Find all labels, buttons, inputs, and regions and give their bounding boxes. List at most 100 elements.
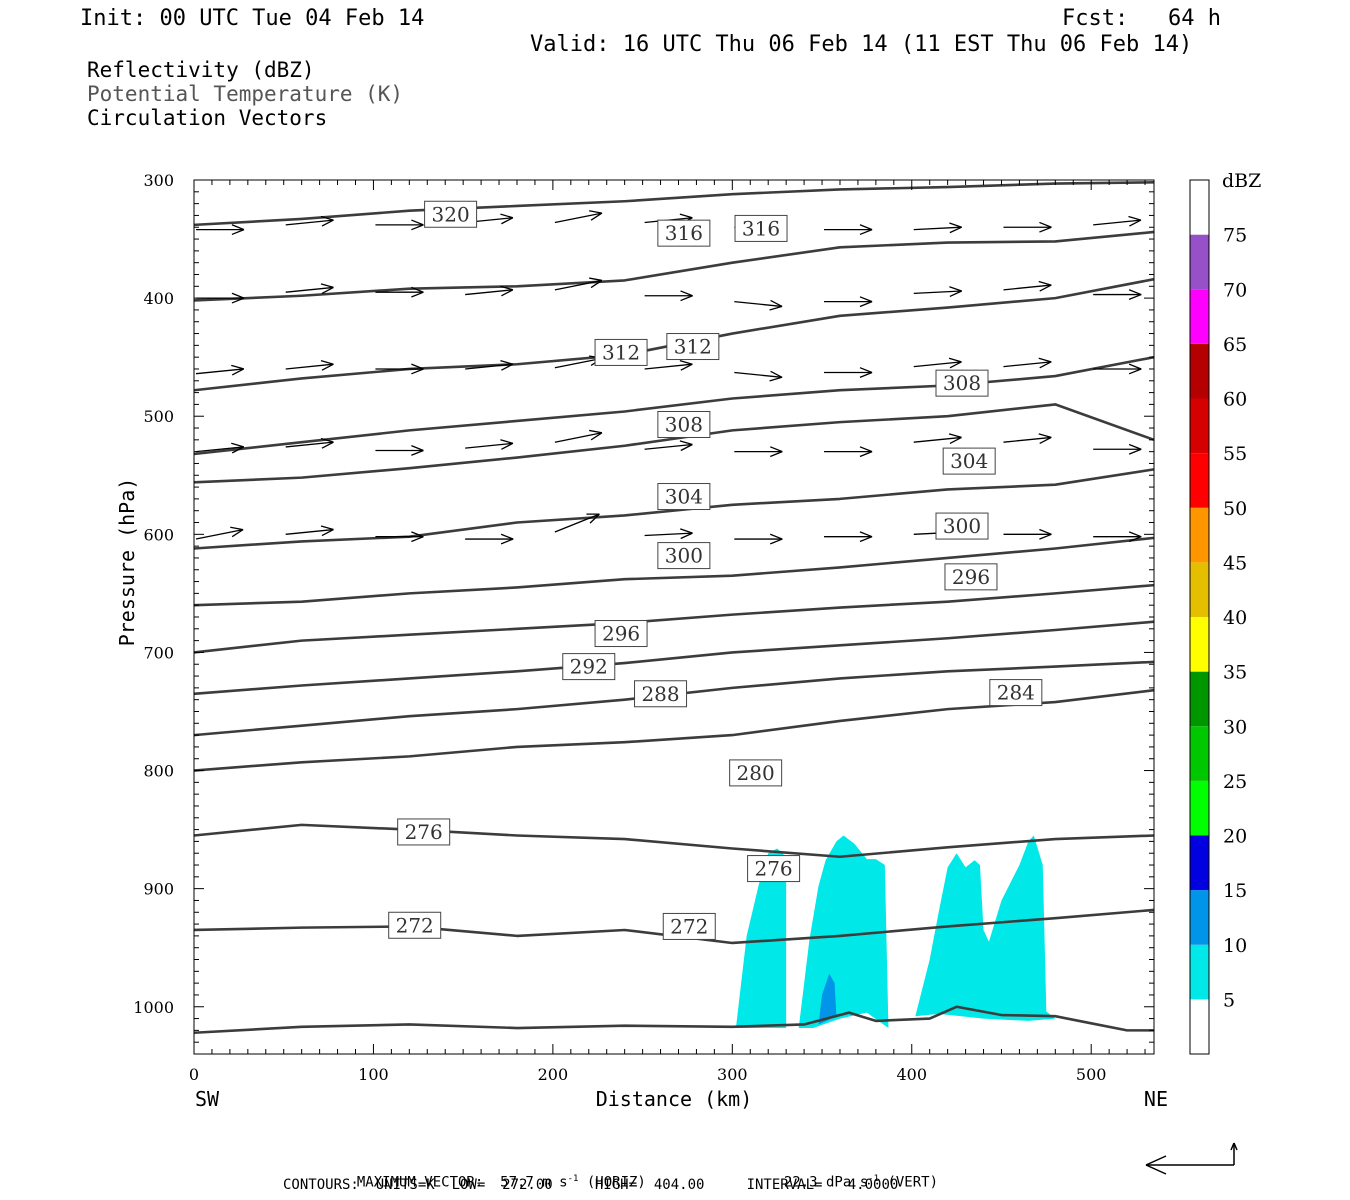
x-axis-label: Distance (km) xyxy=(596,1087,753,1111)
vector-head xyxy=(231,529,244,538)
contour-label-box xyxy=(734,214,788,242)
colorbar-segment xyxy=(1190,671,1209,727)
circulation-vector xyxy=(1093,531,1142,543)
colorbar-tick-label: 35 xyxy=(1223,662,1247,684)
x-tick-label: 500 xyxy=(1076,1065,1107,1084)
contour-label-box xyxy=(634,680,688,708)
vector-head xyxy=(411,291,424,298)
circulation-vector xyxy=(285,359,334,371)
vector-head xyxy=(770,446,783,453)
vector-head xyxy=(949,361,962,369)
reflectivity-fill xyxy=(735,835,1056,1029)
vector-head xyxy=(411,536,424,543)
vector-head xyxy=(500,439,514,444)
circulation-vector xyxy=(734,446,783,458)
circulation-vector xyxy=(195,364,245,376)
vector-head xyxy=(859,536,873,543)
vector-shaft xyxy=(913,290,962,295)
colorbar-segment xyxy=(1190,780,1209,836)
vector-head xyxy=(1129,219,1142,227)
vector-head xyxy=(411,449,424,456)
reference-vector-arrow xyxy=(1145,1142,1238,1175)
contour-label-300: 300 xyxy=(943,514,981,538)
vector-head xyxy=(1128,293,1142,300)
circulation-vector xyxy=(1003,433,1052,444)
contour-label-280: 280 xyxy=(737,761,775,785)
y-tick-label: 500 xyxy=(143,407,174,426)
axes: 0 100 200 300 400 500 300 400 500 600 700 800 900 100… xyxy=(115,171,1168,1111)
vector-shaft xyxy=(195,368,244,375)
circulation-vector xyxy=(375,531,424,543)
circulation-vector xyxy=(554,277,603,291)
vector-head xyxy=(1038,280,1052,286)
vector-head xyxy=(501,442,514,450)
colorbar-segment xyxy=(1190,180,1209,235)
contour-label-box xyxy=(657,483,711,511)
contour-label-316: 316 xyxy=(665,221,703,245)
vector-head xyxy=(1128,289,1142,296)
max-vector-horiz: MAXIMUM VECTOR: 57.7 m s-1 (HORIZ) xyxy=(340,1158,646,1191)
vector-head xyxy=(321,363,334,371)
colorbar-segment xyxy=(1190,944,1209,1000)
circulation-vector xyxy=(285,525,334,537)
circulation-vector xyxy=(375,219,424,231)
vector-head xyxy=(320,437,334,443)
vector-head xyxy=(770,451,783,458)
vector-head xyxy=(320,525,334,531)
y-axis-label: Pressure (hPa) xyxy=(115,478,139,647)
vector-head xyxy=(320,283,334,289)
contour-label-box xyxy=(594,338,648,366)
vector-head xyxy=(411,368,424,375)
contour-label-box xyxy=(989,679,1043,707)
theta-contour-276 xyxy=(193,823,1155,859)
contour-label-312: 312 xyxy=(602,340,640,364)
vector-head xyxy=(1038,433,1052,439)
theta-contour-308 xyxy=(193,355,1155,456)
circulation-vector xyxy=(195,526,244,540)
vector-head xyxy=(679,213,693,219)
contour-label-box xyxy=(388,911,442,939)
vector-head xyxy=(411,219,424,226)
circulation-vector xyxy=(465,285,514,297)
circulation-vector xyxy=(1093,289,1142,300)
circulation-vector xyxy=(375,363,424,375)
contour-label-304: 304 xyxy=(665,485,703,509)
vector-head xyxy=(230,526,244,531)
horiz-label: (HORIZ) xyxy=(586,1174,646,1191)
circulation-vectors xyxy=(195,210,1142,545)
circulation-vector xyxy=(285,437,334,449)
circulation-vector xyxy=(913,433,962,444)
circulation-vector xyxy=(285,215,334,227)
vector-head xyxy=(680,290,693,297)
vector-shaft xyxy=(285,219,334,226)
circulation-vector xyxy=(913,222,962,234)
vector-head xyxy=(679,440,693,446)
contour-label-box xyxy=(944,563,998,591)
circulation-vector xyxy=(734,533,783,545)
colorbar-segment xyxy=(1190,453,1209,508)
field-circulation-vectors: Circulation Vectors xyxy=(87,106,328,130)
vector-shaft xyxy=(465,289,513,296)
vector-head xyxy=(859,367,873,374)
contour-label-box xyxy=(662,912,716,940)
vector-head xyxy=(1039,528,1052,535)
y-tick-label: 300 xyxy=(143,171,174,190)
vector-head xyxy=(949,222,962,228)
vector-shaft xyxy=(554,513,600,533)
vector-head xyxy=(859,371,873,378)
circulation-vector xyxy=(913,286,962,297)
vector-head xyxy=(770,370,783,378)
theta-contour-316 xyxy=(193,230,1155,302)
circulation-vector xyxy=(195,442,245,454)
contour-label-304: 304 xyxy=(950,449,988,473)
vector-head xyxy=(1128,531,1142,538)
vector-shaft xyxy=(554,432,603,443)
vector-shaft xyxy=(554,212,603,224)
vector-head xyxy=(231,442,244,448)
vector-head xyxy=(501,217,514,225)
colorbar-tick-label: 45 xyxy=(1223,552,1247,574)
max-vector-vert-text: 22.3 dPa s xyxy=(783,1174,869,1191)
reflectivity-area-5dbz xyxy=(798,835,889,1029)
vert-label: (VERT) xyxy=(887,1174,939,1191)
